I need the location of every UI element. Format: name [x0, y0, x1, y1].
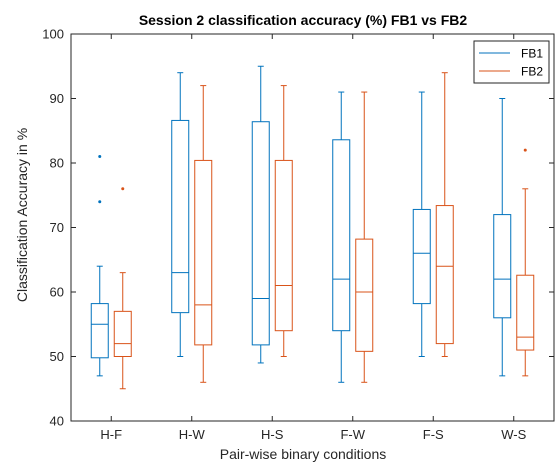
box-fb2-h-w: [194, 85, 213, 383]
iqr-box: [274, 159, 293, 332]
outlier-point: [98, 200, 102, 204]
legend-box: [473, 40, 550, 84]
iqr-box: [493, 214, 512, 319]
x-tick-label: H-F: [100, 427, 122, 442]
iqr-box: [113, 310, 132, 358]
x-tick-label: H-S: [261, 427, 284, 442]
legend-label-fb1: FB1: [521, 47, 543, 61]
box-fb2-h-f: [113, 187, 132, 390]
legend-label-fb2: FB2: [521, 65, 543, 79]
x-axis-label: Pair-wise binary conditions: [220, 446, 387, 462]
box-fb1-f-w: [332, 91, 351, 383]
plot-area: 40 50 60 70 80 90 100 H-F H-W H-S F-W F-S W-S: [42, 27, 555, 442]
chart-title: Session 2 classification accuracy (%) FB…: [139, 12, 468, 28]
iqr-box: [435, 205, 454, 345]
outlier-point: [121, 187, 125, 191]
iqr-box: [516, 274, 535, 351]
iqr-box: [355, 238, 374, 352]
box-fb1-w-s: [493, 98, 512, 377]
y-tick-label: 80: [50, 156, 64, 171]
x-tick-label: W-S: [501, 427, 526, 442]
y-tick-label: 60: [50, 285, 64, 300]
iqr-box: [332, 139, 351, 332]
iqr-box: [412, 208, 431, 305]
iqr-box: [194, 159, 213, 346]
iqr-box: [171, 119, 190, 314]
y-tick-label: 40: [50, 414, 64, 429]
box-fb2-f-s: [435, 72, 454, 357]
iqr-box: [251, 121, 270, 346]
iqr-box: [90, 303, 109, 359]
outlier-point: [523, 148, 527, 152]
box-fb1-h-f: [90, 155, 109, 377]
box-fb2-f-w: [355, 91, 374, 383]
box-fb2-w-s: [516, 148, 535, 377]
x-tick-label: F-W: [340, 427, 365, 442]
y-axis-label: Classification Accuracy in %: [14, 128, 30, 302]
y-tick-label: 90: [50, 91, 64, 106]
box-fb1-h-w: [171, 72, 190, 357]
box-fb1-h-s: [251, 65, 270, 364]
y-tick-label: 70: [50, 220, 64, 235]
box-fb2-h-s: [274, 85, 293, 357]
y-tick-label: 50: [50, 349, 64, 364]
axes-frame: [70, 33, 555, 422]
outlier-point: [98, 155, 102, 159]
y-tick-label: 100: [42, 27, 64, 42]
x-tick-label: F-S: [423, 427, 444, 442]
x-tick-label: H-W: [179, 427, 206, 442]
box-fb1-f-s: [412, 91, 431, 357]
